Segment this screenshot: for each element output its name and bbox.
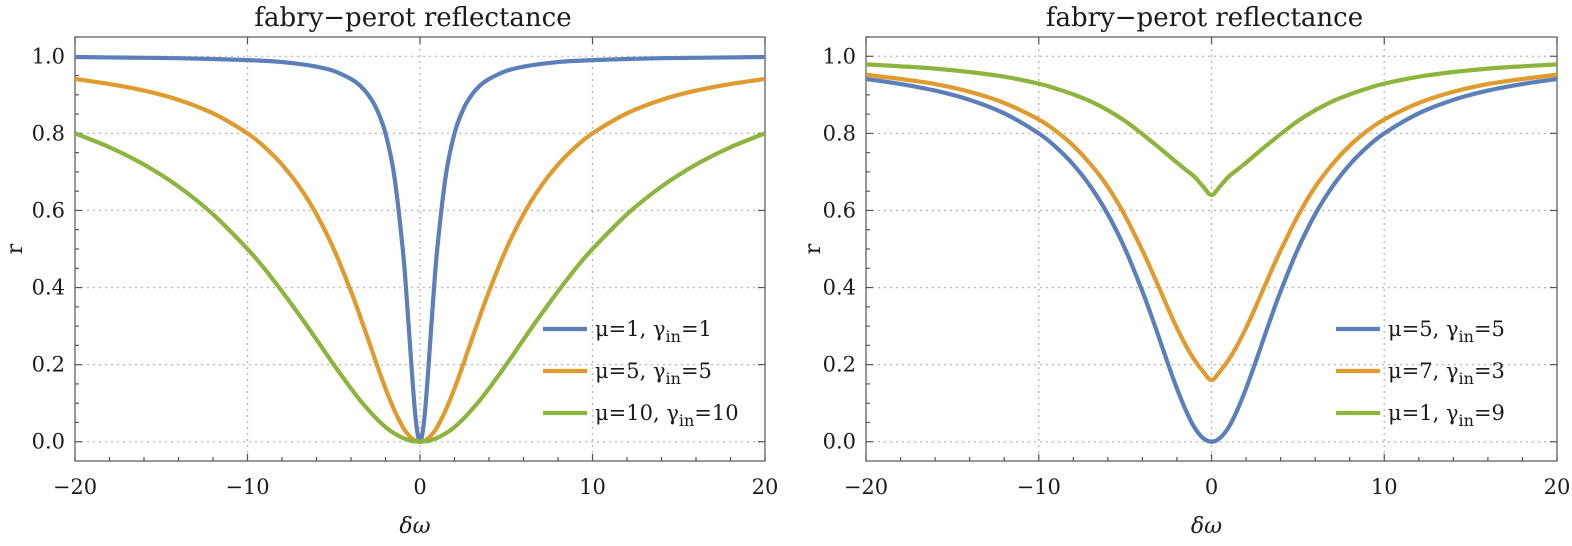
y-tick-label: 1.0	[823, 44, 856, 68]
y-tick-label: 0.6	[32, 198, 65, 222]
y-tick-label: 0.2	[823, 353, 856, 377]
chart-title: fabry−perot reflectance	[1046, 3, 1363, 33]
y-tick-label: 0.4	[823, 276, 856, 300]
y-axis-label: r	[801, 243, 826, 254]
legend-label-0: μ=5, γin=5	[1388, 317, 1505, 346]
y-tick-label: 0.4	[32, 276, 65, 300]
y-axis-label: r	[3, 243, 28, 254]
x-tick-label: −10	[1017, 475, 1061, 499]
chart-panel-right: −20 −10 0 10 20 0.0 0.2 0.4 0.6 0.8 1.0 fabry−perot…	[801, 3, 1570, 539]
x-tick-label: 10	[1371, 475, 1398, 499]
series-line-2	[75, 131, 765, 444]
y-tick-label: 0.8	[823, 121, 856, 145]
y-tick-label: 0.0	[823, 430, 856, 454]
legend-label-2: μ=1, γin=9	[1388, 401, 1505, 430]
series-line-0	[75, 54, 765, 444]
x-tick-label: −20	[844, 475, 888, 499]
y-tick-label: 0.2	[32, 353, 65, 377]
chart-panel-left: −20 −10 0 10 20 0.0 0.2 0.4 0.6 0.8 1.0 fabry−perot…	[3, 3, 778, 539]
y-tick-label: 0.8	[32, 121, 65, 145]
y-tick-label: 0.6	[823, 198, 856, 222]
x-tick-label: 20	[1544, 475, 1571, 499]
series-line-0	[866, 76, 1557, 444]
series-line-2	[866, 62, 1557, 198]
legend-label-2: μ=10, γin=10	[595, 401, 739, 430]
x-tick-label: −10	[225, 475, 269, 499]
x-tick-label: 0	[413, 475, 426, 499]
x-axis-label: δω	[1191, 514, 1222, 539]
legend-label-1: μ=7, γin=3	[1388, 359, 1505, 388]
chart-title: fabry−perot reflectance	[254, 3, 571, 33]
y-tick-label: 1.0	[32, 44, 65, 68]
legend-label-0: μ=1, γin=1	[595, 317, 712, 346]
x-tick-label: 10	[579, 475, 606, 499]
x-axis-label: δω	[399, 514, 430, 539]
legend-label-1: μ=5, γin=5	[595, 359, 712, 388]
x-tick-label: 20	[752, 475, 779, 499]
x-tick-label: −20	[53, 475, 97, 499]
y-tick-label: 0.0	[32, 430, 65, 454]
x-tick-label: 0	[1205, 475, 1218, 499]
series-line-1	[866, 72, 1557, 383]
